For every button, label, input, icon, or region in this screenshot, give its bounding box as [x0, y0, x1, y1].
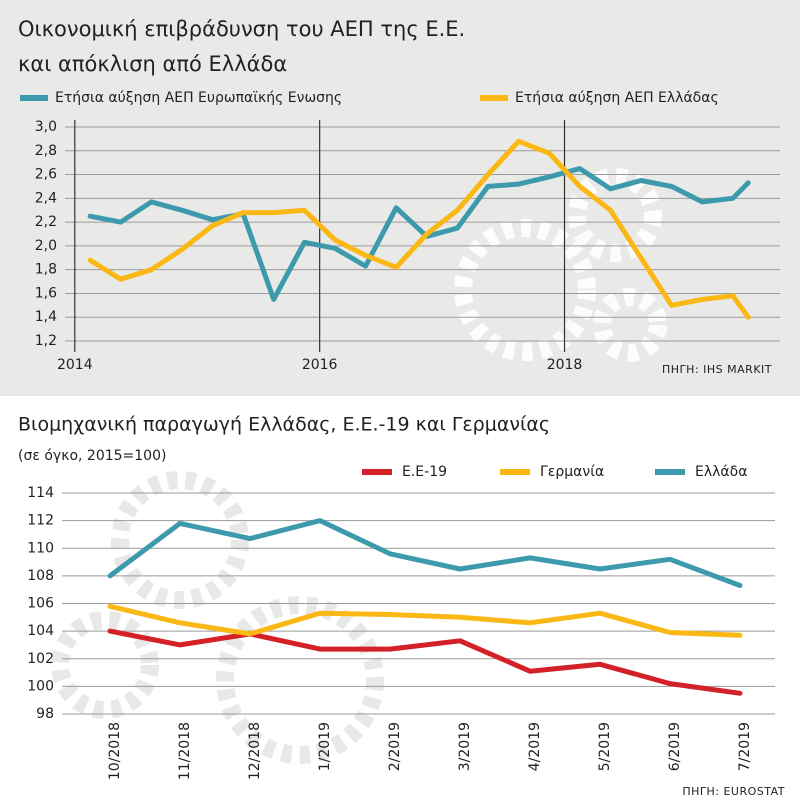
y-tick-label: 100	[27, 678, 54, 694]
x-tick-label: 2014	[57, 357, 93, 373]
chart-title: και απόκλιση από Ελλάδα	[18, 52, 287, 76]
y-tick-label: 104	[27, 623, 54, 639]
chart-subtitle: (σε όγκο, 2015=100)	[18, 448, 166, 464]
legend-label: Ελλάδα	[695, 464, 747, 480]
x-tick-label: 10/2018	[107, 722, 123, 780]
y-tick-label: 112	[27, 513, 54, 529]
gear-decoration	[51, 168, 667, 764]
y-tick-label: 1,4	[35, 309, 57, 325]
y-tick-label: 2,6	[35, 167, 57, 183]
y-tick-label: 2,4	[35, 190, 57, 206]
y-tick-label: 3,0	[35, 119, 57, 135]
chart-title: Βιομηχανική παραγωγή Ελλάδας, Ε.Ε.-19 κα…	[18, 414, 550, 436]
y-tick-label: 1,6	[35, 285, 57, 301]
y-tick-label: 114	[27, 485, 54, 501]
y-tick-label: 2,8	[35, 143, 57, 159]
series-line	[107, 603, 743, 638]
legend-label: Ετήσια αύξηση ΑΕΠ Ελλάδας	[515, 90, 719, 106]
y-tick-label: 108	[27, 568, 54, 584]
legend-label: Γερμανία	[540, 464, 604, 480]
source-note: ΠΗΓΗ: IHS MARKIT	[662, 363, 772, 376]
x-tick-label: 2016	[302, 357, 338, 373]
x-tick-label: 5/2019	[597, 722, 613, 771]
y-tick-label: 102	[27, 651, 54, 667]
charts: Οικονομική επιβράδυνση του ΑΕΠ της Ε.Ε. κ…	[18, 17, 785, 798]
y-tick-label: 1,8	[35, 262, 57, 278]
y-tick-label: 98	[36, 706, 54, 722]
y-tick-label: 2,0	[35, 238, 57, 254]
y-tick-label: 1,2	[35, 333, 57, 349]
series-line	[107, 628, 743, 696]
y-tick-label: 106	[27, 596, 54, 612]
series-line	[107, 518, 743, 588]
x-tick-label: 7/2019	[737, 722, 753, 771]
source-note: ΠΗΓΗ: EUROSTAT	[682, 785, 785, 798]
legend-label: Ε.Ε-19	[402, 464, 447, 480]
x-tick-label: 3/2019	[457, 722, 473, 771]
legend-label: Ετήσια αύξηση ΑΕΠ Ευρωπαϊκής Ενωσης	[55, 90, 342, 106]
x-tick-label: 1/2019	[317, 722, 333, 771]
x-tick-label: 2018	[547, 357, 583, 373]
y-tick-label: 2,2	[35, 214, 57, 230]
x-tick-label: 2/2019	[387, 722, 403, 771]
x-tick-label: 6/2019	[667, 722, 683, 771]
x-tick-label: 11/2018	[177, 722, 193, 780]
x-tick-label: 4/2019	[527, 722, 543, 771]
x-tick-label: 12/2018	[247, 722, 263, 780]
y-tick-label: 110	[27, 540, 54, 556]
chart-title: Οικονομική επιβράδυνση του ΑΕΠ της Ε.Ε.	[18, 17, 465, 41]
series-line	[87, 138, 751, 320]
